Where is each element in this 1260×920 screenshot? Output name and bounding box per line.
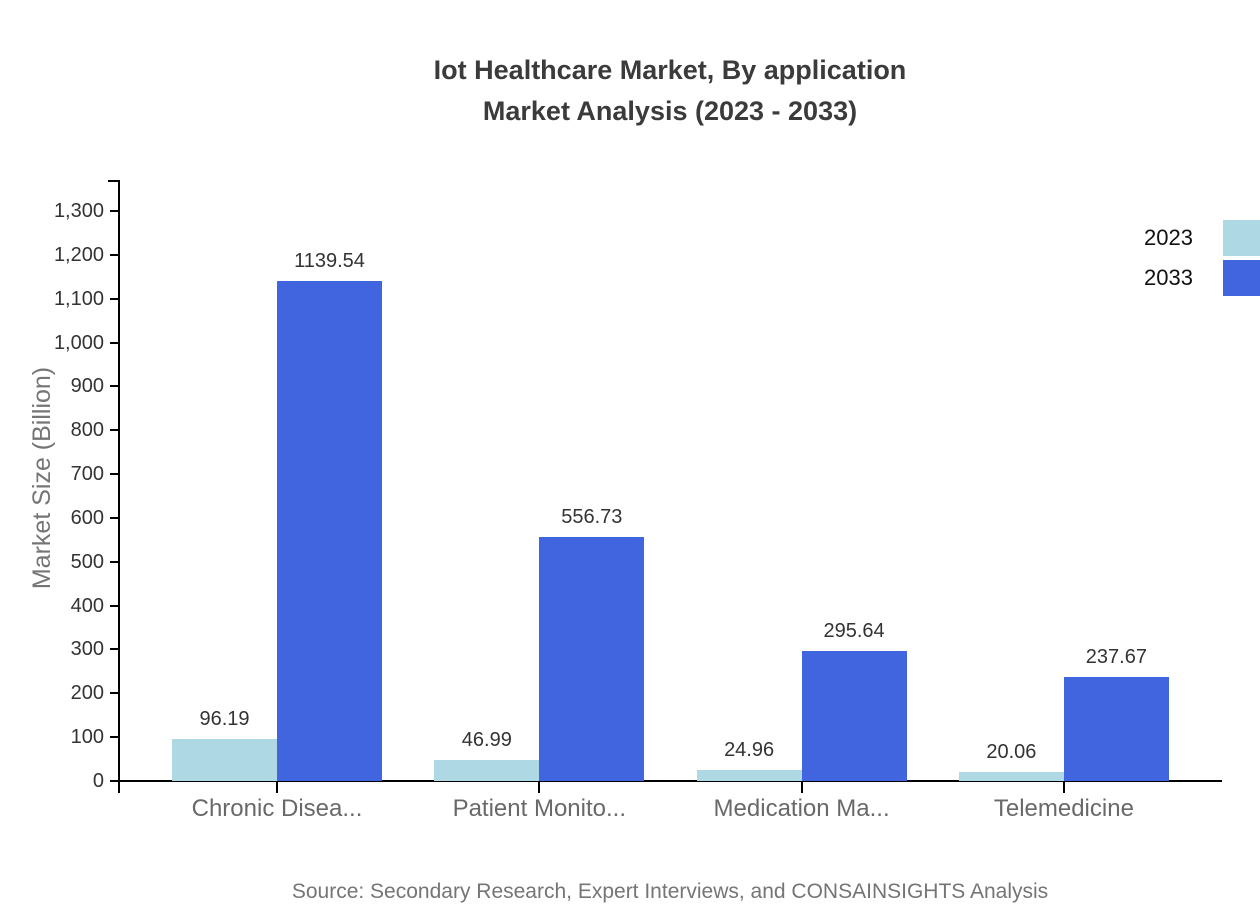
legend-swatch-2023 (1223, 220, 1260, 256)
bar-2023 (958, 772, 1064, 781)
bar-2023 (172, 739, 277, 781)
y-tick-label: 0 (92, 770, 104, 792)
y-tick-label: 1,300 (53, 200, 104, 222)
y-tick-label: 800 (70, 419, 104, 442)
y-tick-label: 200 (70, 682, 104, 705)
source-note: Source: Secondary Research, Expert Inter… (291, 880, 1049, 903)
chart-title-line2: Market Analysis (2023 - 2033) (482, 96, 858, 126)
bar-value-label: 96.19 (199, 708, 250, 730)
y-axis-line (118, 180, 120, 793)
y-tick-mark (110, 210, 119, 212)
y-tick-mark (110, 516, 119, 519)
y-tick-mark (110, 473, 119, 476)
y-tick-label: 900 (70, 375, 104, 398)
y-tick-label: 100 (70, 726, 104, 749)
bar-2033 (801, 651, 907, 781)
y-tick-mark (110, 736, 119, 739)
legend-swatch-2033 (1223, 260, 1260, 296)
category-label: Patient Monito... (452, 795, 627, 822)
category-label: Telemedicine (993, 795, 1134, 822)
legend-row-2023: 2023 (0, 220, 1260, 256)
bar-2033 (277, 281, 382, 781)
y-tick-mark (110, 385, 119, 388)
bar-2033 (539, 537, 645, 781)
bar-value-label: 46.99 (461, 729, 512, 751)
y-tick-mark (110, 692, 119, 695)
bar-value-label: 295.64 (823, 620, 885, 642)
y-tick-label: 1,100 (53, 287, 104, 310)
y-tick-mark (110, 297, 119, 300)
y-tick-mark (110, 560, 119, 563)
y-tick-mark (110, 648, 119, 651)
y-tick-mark (110, 780, 119, 782)
category-label: Medication Ma... (713, 795, 890, 822)
y-axis-top-cap (108, 180, 120, 182)
category-label: Chronic Disea... (191, 795, 363, 822)
bar-value-label: 20.06 (986, 741, 1037, 763)
x-tick-mark (276, 782, 278, 793)
bar-2033 (1063, 677, 1169, 781)
y-tick-label: 1,200 (53, 243, 104, 266)
y-tick-mark (110, 604, 119, 607)
bar-value-label: 24.96 (724, 739, 775, 761)
legend-label-2023: 2023 (1144, 225, 1193, 250)
legend-label-2033: 2033 (1144, 265, 1193, 290)
x-tick-mark (800, 782, 803, 793)
y-tick-label: 300 (70, 638, 104, 661)
chart-title-line1: Iot Healthcare Market, By application (433, 55, 907, 85)
bar-value-label: 1139.54 (294, 250, 365, 272)
legend-row-2033: 2033 (0, 260, 1260, 296)
x-tick-mark (1062, 782, 1065, 793)
bar-2023 (696, 770, 802, 781)
y-tick-label: 400 (70, 594, 104, 617)
y-tick-label: 1,000 (53, 331, 104, 354)
y-tick-label: 600 (70, 506, 104, 529)
y-tick-mark (110, 253, 119, 256)
bar-value-label: 237.67 (1085, 646, 1147, 668)
y-tick-label: 700 (70, 463, 104, 486)
y-tick-mark (110, 429, 119, 432)
y-tick-mark (110, 341, 119, 344)
x-tick-mark (538, 782, 541, 793)
chart-title: Iot Healthcare Market, By application Ma… (80, 50, 1260, 132)
bar-2023 (434, 760, 540, 781)
x-axis-line (118, 780, 1222, 782)
y-tick-label: 500 (70, 550, 104, 573)
bar-value-label: 556.73 (561, 506, 623, 528)
